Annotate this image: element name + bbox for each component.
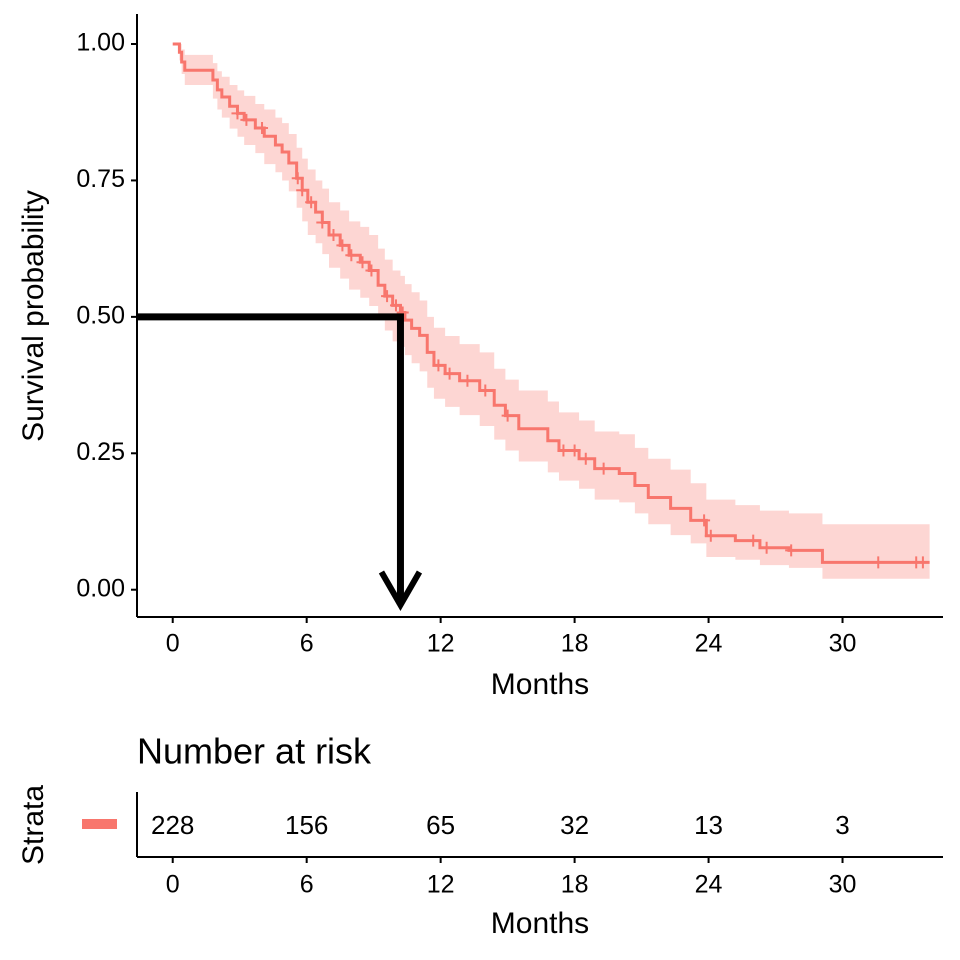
- risk-count: 156: [285, 810, 328, 840]
- y-tick-label: 0.25: [76, 438, 125, 466]
- risk-count: 3: [835, 810, 849, 840]
- censor-mark: [356, 256, 369, 269]
- censor-mark: [305, 196, 318, 209]
- censor-mark: [597, 462, 610, 475]
- censor-mark: [479, 384, 492, 397]
- table-title: Number at risk: [137, 731, 372, 772]
- x-axis-title: Months: [491, 668, 589, 701]
- censor-mark: [256, 122, 269, 135]
- y-tick-label: 0.00: [76, 574, 125, 602]
- x-tick-label: 6: [300, 871, 314, 899]
- median-arrowhead: [378, 570, 423, 612]
- censor-mark: [568, 444, 581, 457]
- table-x-title: Months: [491, 907, 589, 940]
- censor-mark: [336, 239, 349, 252]
- censor-mark: [747, 534, 760, 547]
- censor-mark: [698, 514, 711, 527]
- censor-mark: [432, 359, 445, 372]
- censor-mark: [231, 107, 244, 120]
- x-tick-label: 24: [695, 871, 723, 899]
- x-tick-label: 18: [561, 871, 589, 899]
- y-tick-label: 0.75: [76, 165, 125, 193]
- x-tick-label: 12: [427, 871, 455, 899]
- censor-mark: [916, 556, 929, 569]
- risk-count: 65: [426, 810, 455, 840]
- y-axis-title: Survival probability: [17, 190, 50, 442]
- survival-curve: [172, 42, 930, 564]
- median-line: [137, 313, 404, 605]
- censor-mark: [240, 113, 253, 126]
- table-y-title: Strata: [17, 785, 50, 865]
- censor-mark: [327, 229, 340, 242]
- censor-mark: [381, 290, 394, 303]
- x-tick-label: 0: [166, 871, 180, 899]
- x-tick-label: 18: [561, 630, 589, 658]
- censor-mark: [296, 184, 309, 197]
- risk-count: 13: [694, 810, 723, 840]
- censor-mark: [443, 367, 456, 380]
- censor-mark: [316, 216, 329, 229]
- risk-count: 32: [560, 810, 589, 840]
- x-tick-label: 30: [829, 630, 857, 658]
- censor-mark: [760, 541, 773, 554]
- x-tick-label: 24: [695, 630, 723, 658]
- censor-mark: [389, 299, 402, 312]
- x-tick-label: 30: [829, 871, 857, 899]
- censor-mark: [345, 249, 358, 262]
- censor-mark: [461, 374, 474, 387]
- x-tick-label: 0: [166, 630, 180, 658]
- censor-mark: [291, 172, 304, 185]
- censor-mark: [579, 452, 592, 465]
- x-tick-label: 6: [300, 630, 314, 658]
- censor-mark: [704, 529, 717, 542]
- censor-mark: [872, 556, 885, 569]
- censor-mark: [785, 544, 798, 557]
- risk-count: 228: [151, 810, 194, 840]
- confidence-band: [172, 44, 930, 579]
- y-tick-label: 0.50: [76, 301, 125, 329]
- censor-mark: [365, 264, 378, 277]
- censor-mark: [557, 444, 570, 457]
- censor-mark: [501, 409, 514, 422]
- x-tick-label: 12: [427, 630, 455, 658]
- y-tick-label: 1.00: [76, 29, 125, 57]
